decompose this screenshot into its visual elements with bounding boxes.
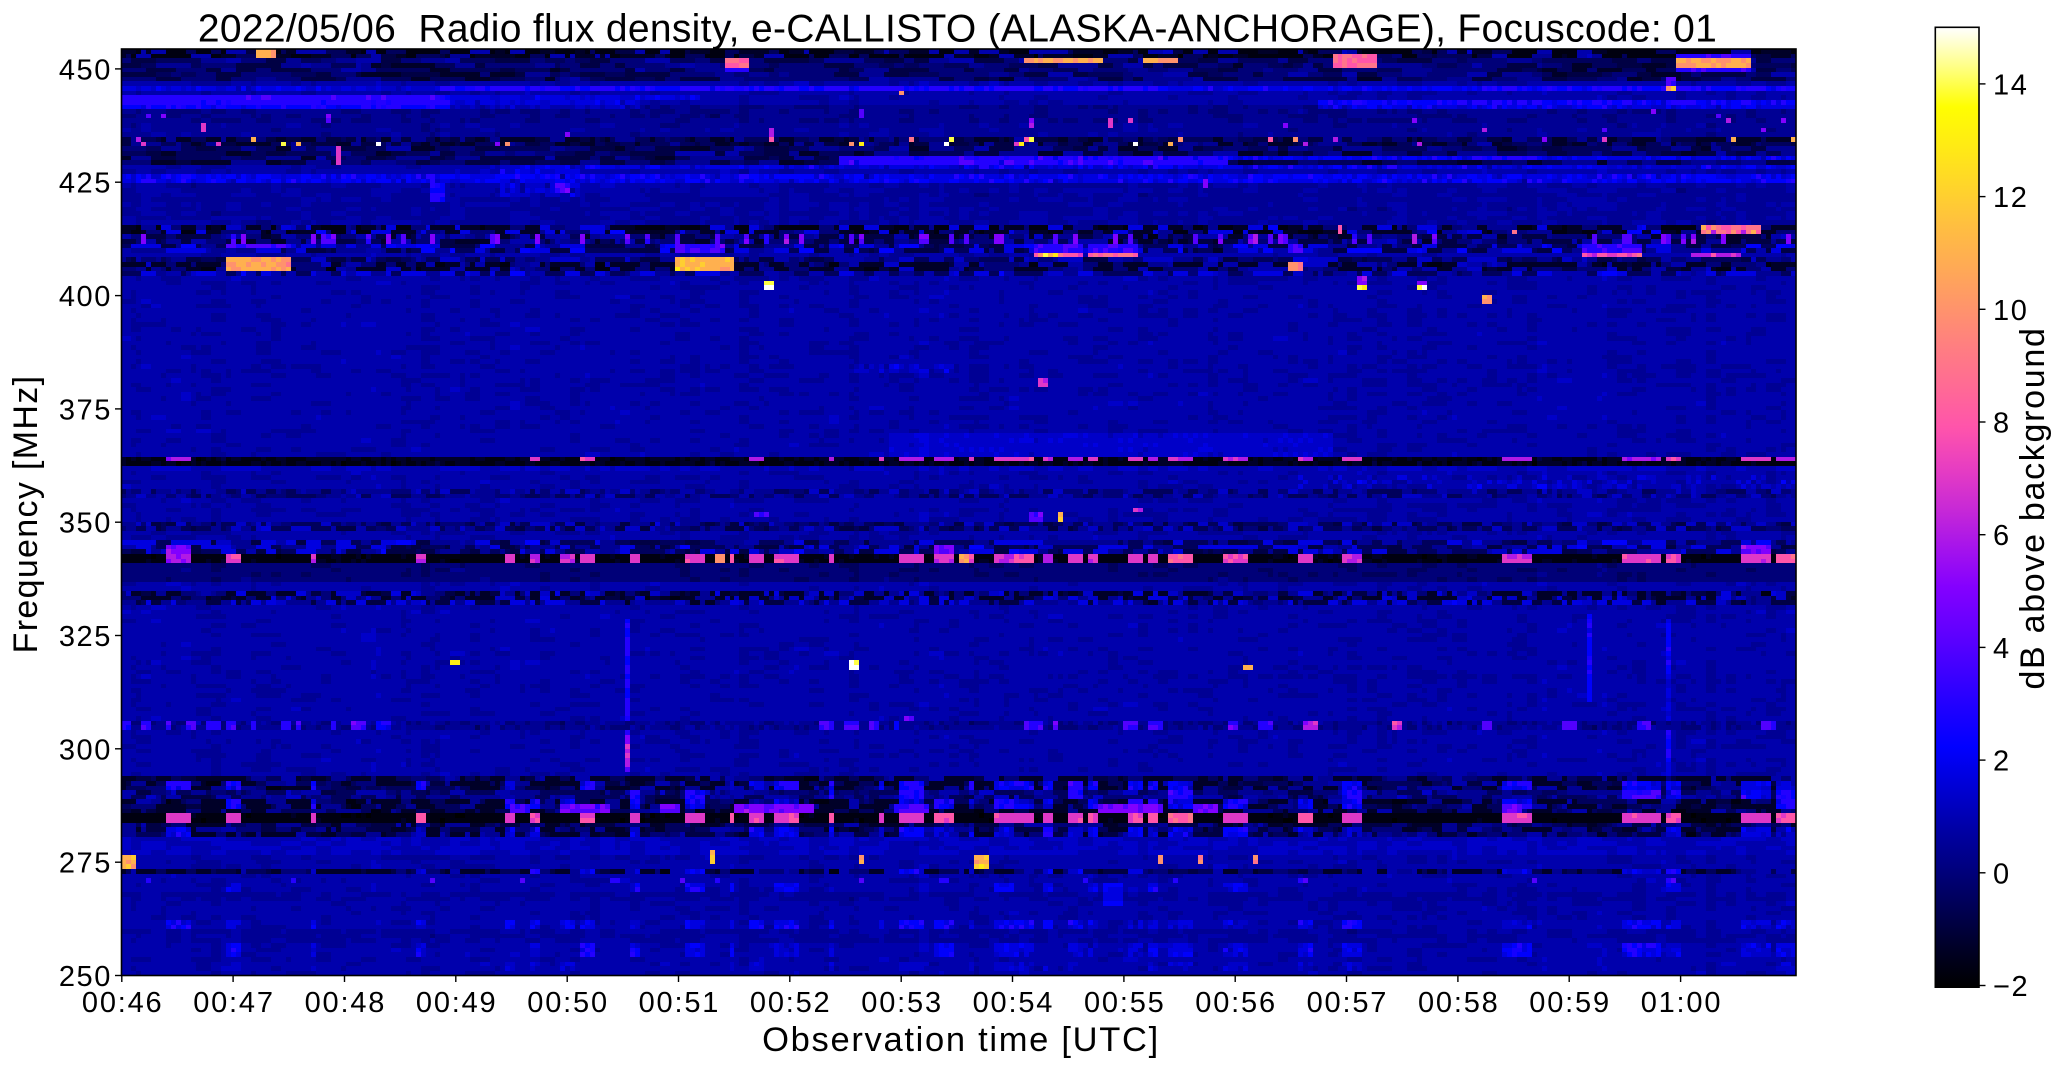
svg-text:00:58: 00:58: [1418, 987, 1500, 1019]
svg-text:300: 300: [59, 734, 112, 766]
svg-text:dB above background: dB above background: [2014, 326, 2052, 689]
svg-text:8: 8: [1993, 408, 2011, 440]
svg-text:00:49: 00:49: [416, 987, 498, 1019]
svg-text:6: 6: [1993, 520, 2011, 552]
svg-text:10: 10: [1993, 295, 2028, 327]
svg-text:4: 4: [1993, 633, 2011, 665]
svg-text:−2: −2: [1993, 971, 2029, 1003]
svg-text:00:48: 00:48: [305, 987, 387, 1019]
svg-text:275: 275: [59, 848, 112, 880]
svg-text:2: 2: [1993, 746, 2011, 778]
svg-text:375: 375: [59, 394, 112, 426]
svg-text:00:51: 00:51: [639, 987, 721, 1019]
svg-text:00:52: 00:52: [750, 987, 832, 1019]
svg-text:450: 450: [59, 54, 112, 86]
svg-text:00:55: 00:55: [1084, 987, 1166, 1019]
svg-text:325: 325: [59, 621, 112, 653]
svg-text:00:56: 00:56: [1195, 987, 1277, 1019]
svg-text:0: 0: [1993, 858, 2011, 890]
svg-text:425: 425: [59, 168, 112, 200]
svg-text:14: 14: [1993, 69, 2028, 101]
svg-text:12: 12: [1993, 182, 2028, 214]
svg-text:400: 400: [59, 281, 112, 313]
svg-text:00:54: 00:54: [973, 987, 1055, 1019]
svg-text:350: 350: [59, 508, 112, 540]
svg-text:Frequency [MHz]: Frequency [MHz]: [7, 375, 45, 654]
svg-text:250: 250: [59, 961, 112, 993]
svg-text:00:53: 00:53: [861, 987, 943, 1019]
svg-text:00:50: 00:50: [527, 987, 609, 1019]
svg-text:2022/05/06 Radio flux density: 2022/05/06 Radio flux density, e-CALLIST…: [198, 8, 1717, 51]
svg-text:00:46: 00:46: [82, 987, 164, 1019]
svg-text:00:47: 00:47: [193, 987, 275, 1019]
svg-text:Observation time [UTC]: Observation time [UTC]: [762, 1021, 1160, 1059]
svg-text:00:59: 00:59: [1529, 987, 1611, 1019]
svg-text:01:00: 01:00: [1641, 987, 1723, 1019]
svg-text:00:57: 00:57: [1307, 987, 1389, 1019]
